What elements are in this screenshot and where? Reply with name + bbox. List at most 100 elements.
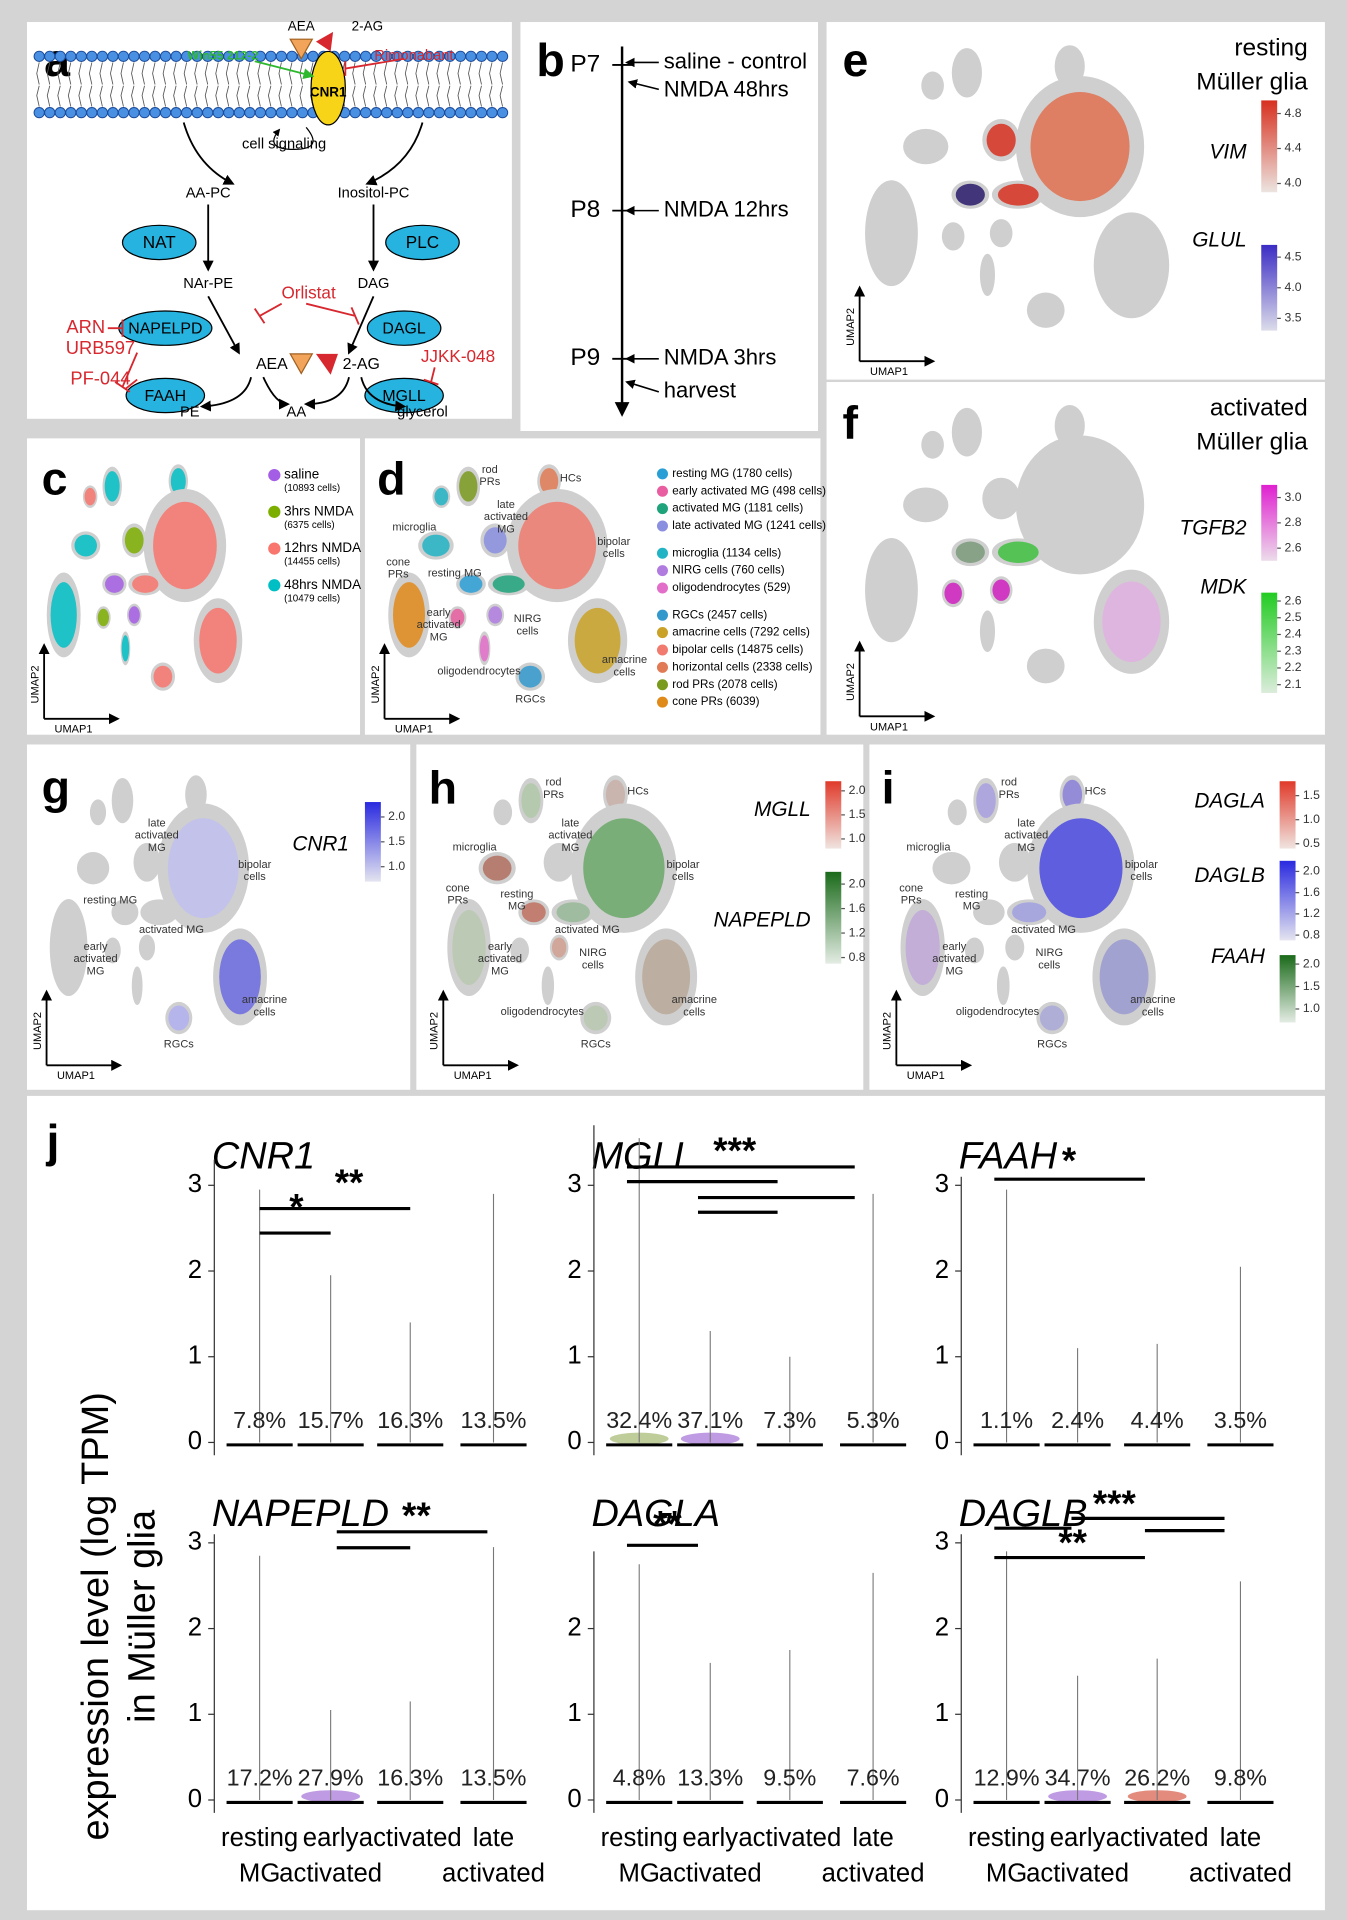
cell-cluster [541,966,555,1006]
cluster-label: late [1017,817,1035,829]
significance-label: ** [402,1495,431,1536]
legend-swatch [656,485,668,497]
axis-label: UMAP1 [55,724,93,736]
x-tick-label: late [473,1824,514,1852]
lipid-head [149,107,161,119]
gene-label: GLUL [1192,229,1246,252]
pathway-label: Inositol-PC [338,185,410,201]
y-tick-label: 3 [935,1170,949,1198]
legend-swatch [268,505,281,518]
lipid-head [159,107,172,119]
lipid-tail [457,62,461,107]
pathway-label: AA [287,405,307,421]
agonist-arrow [254,60,315,80]
timeline-label: P9 [570,344,600,371]
percent-label: 9.5% [763,1764,816,1790]
lipid-head [96,107,109,119]
cluster-label: early [488,941,512,953]
cell-cluster-expression [50,582,77,648]
pathway-label: 2-AG [352,19,383,34]
x-tick-label: activated [1106,1824,1209,1852]
percent-label: 13.5% [461,1764,527,1790]
cell-cluster [76,852,110,885]
lipid-head [444,107,456,119]
y-tick-label: 2 [935,1613,949,1641]
y-tick-label: 1 [188,1699,202,1727]
percent-label: 26.2% [1124,1764,1190,1790]
cluster-label: MG [508,901,526,913]
lipid-head [170,107,182,119]
y-tick-label: 3 [188,1528,202,1556]
lipid-head [275,50,288,62]
cell-cluster [1026,648,1065,684]
lipid-head [65,107,77,119]
significance-label: ** [1058,1522,1087,1563]
lipid-tail [436,62,440,107]
color-scale [364,802,381,882]
lipid-head [496,107,509,119]
cluster-label: oligodendrocytes [437,665,521,677]
lipid-head [128,50,140,62]
lipid-head [33,50,45,62]
lipid-head [423,107,435,119]
color-scale [825,871,842,964]
percent-label: 16.3% [377,1764,443,1790]
cell-cluster-expression [459,575,483,593]
cell-cluster-expression [153,665,173,688]
lipid-tail [120,62,124,107]
y-tick-label: 2 [188,1256,202,1284]
percent-label: 5.3% [847,1407,900,1433]
panel-a [26,22,512,419]
scale-tick-label: 2.0 [388,809,405,823]
cluster-label: rod [482,464,498,476]
cluster-label: PRs [447,895,468,907]
cluster-label: HCs [1085,786,1107,798]
cell-cluster-expression [1012,902,1047,923]
axis-label: UMAP2 [882,1012,894,1050]
scale-tick-label: 4.0 [1285,176,1302,190]
cell-cluster [979,610,996,653]
plot-title: FAAH [959,1135,1058,1177]
cell-cluster [865,538,918,643]
color-scale [1261,484,1278,561]
cluster-label: RGCs [581,1038,611,1050]
x-tick-label: late [1220,1824,1261,1852]
cell-cluster [989,219,1013,248]
legend-count: (6375 cells) [284,520,335,531]
cluster-label: RGCs [515,694,545,706]
x-tick-label: MG [619,1859,660,1887]
lipid-head [244,107,256,119]
scale-tick-label: 3.0 [1285,490,1302,504]
cluster-label: resting MG [428,568,482,580]
lipid-head [117,107,130,119]
legend-count: (10479 cells) [284,593,340,604]
arrow [199,376,252,412]
cell-cluster [921,430,944,459]
cell-cluster-expression [105,575,124,593]
cluster-label: MG [963,901,981,913]
lipid-head [454,50,467,62]
inhibition [344,57,405,76]
y-tick-label: 1 [567,1699,581,1727]
scale-tick-label: 4.0 [1285,280,1302,294]
lipid-head [254,107,266,119]
percent-label: 32.4% [606,1407,672,1433]
lipid-head [149,50,161,62]
scale-tick-label: 2.5 [1285,610,1302,624]
cell-cluster-expression [583,818,665,919]
lipid-tail [78,62,82,107]
line [625,379,660,393]
scale-tick-label: 2.2 [1285,660,1302,674]
percent-label: 7.8% [233,1407,286,1433]
lipid-head [381,107,393,119]
scale-tick-label: 1.0 [1303,812,1320,826]
lipid-tail [131,62,135,107]
lipid-head [107,50,119,62]
cell-cluster [49,899,88,996]
pathway-label: ARN [66,316,105,337]
panel-letter: c [42,453,68,505]
cluster-label: late [148,817,166,829]
lipid-head [486,50,498,62]
legend-label: rod PRs (2078 cells) [672,678,777,691]
cluster-label: bipolar [597,536,630,548]
